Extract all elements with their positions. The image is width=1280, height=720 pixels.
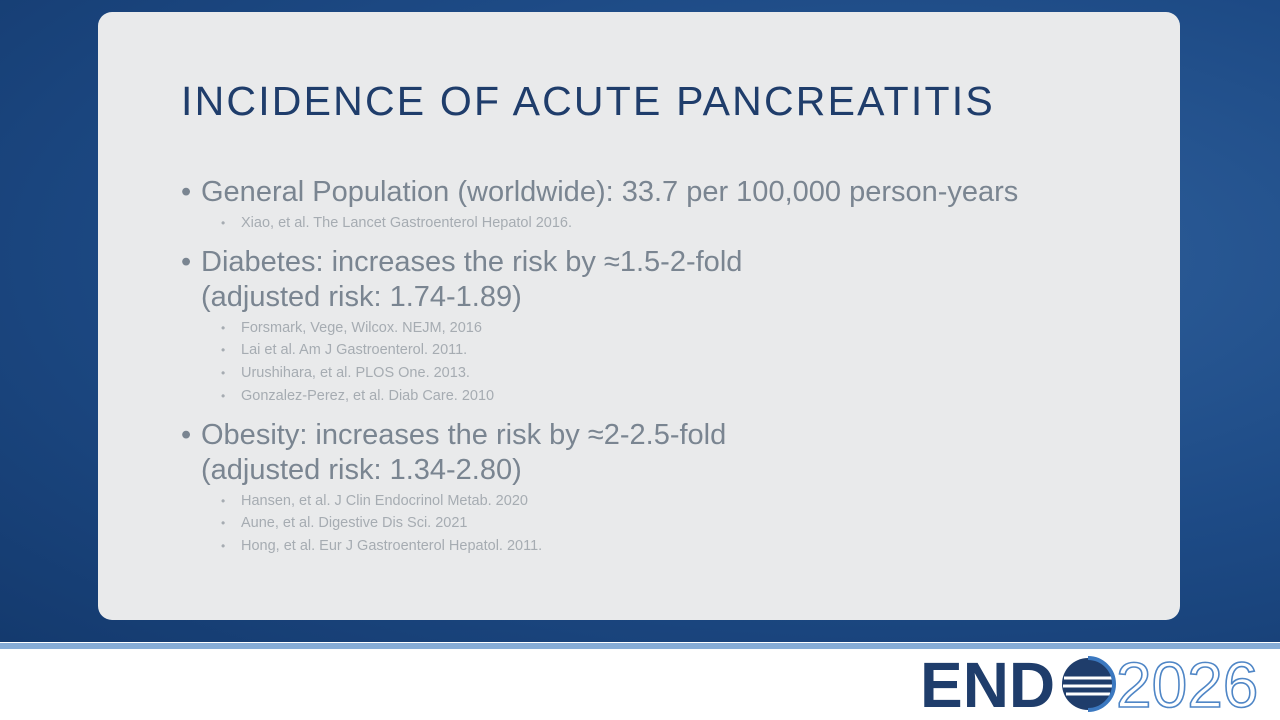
bullet-text: (adjusted risk: 1.34-2.80) xyxy=(201,453,522,486)
bullet-text: Diabetes: increases the risk by ≈1.5-2-f… xyxy=(201,245,743,278)
reference: Urushihara, et al. PLOS One. 2013. xyxy=(221,362,1171,385)
content-card: INCIDENCE OF ACUTE PANCREATITIS General … xyxy=(98,12,1180,620)
slide-title: INCIDENCE OF ACUTE PANCREATITIS xyxy=(181,78,995,124)
bullet-text: Obesity: increases the risk by ≈2-2.5-fo… xyxy=(201,418,727,451)
reference-list: Xiao, et al. The Lancet Gastroenterol He… xyxy=(201,212,1171,235)
reference-list: Forsmark, Vege, Wilcox. NEJM, 2016Lai et… xyxy=(201,317,1171,408)
reference: Hong, et al. Eur J Gastroenterol Hepatol… xyxy=(221,535,1171,558)
reference: Gonzalez-Perez, et al. Diab Care. 2010 xyxy=(221,385,1171,408)
bullet-text: General Population (worldwide): 33.7 per… xyxy=(201,176,1019,208)
logo-globe xyxy=(1062,656,1116,712)
logo-suffix: 2026 xyxy=(1116,652,1258,716)
reference: Aune, et al. Digestive Dis Sci. 2021 xyxy=(221,512,1171,535)
reference: Hansen, et al. J Clin Endocrinol Metab. … xyxy=(221,490,1171,513)
logo-prefix: END xyxy=(920,652,1055,716)
bullet-item: General Population (worldwide): 33.7 per… xyxy=(181,175,1171,235)
logo: END 2026 xyxy=(920,652,1259,716)
bullet-list: General Population (worldwide): 33.7 per… xyxy=(181,175,1171,558)
bullet-item: Obesity: increases the risk by ≈2-2.5-fo… xyxy=(181,418,1171,558)
bullet-text: (adjusted risk: 1.74-1.89) xyxy=(201,280,522,313)
bullet-item: Diabetes: increases the risk by ≈1.5-2-f… xyxy=(181,245,1171,408)
reference: Forsmark, Vege, Wilcox. NEJM, 2016 xyxy=(221,317,1171,340)
divider-stripe xyxy=(0,643,1280,649)
reference: Xiao, et al. The Lancet Gastroenterol He… xyxy=(221,212,1171,235)
reference-list: Hansen, et al. J Clin Endocrinol Metab. … xyxy=(201,490,1171,558)
reference: Lai et al. Am J Gastroenterol. 2011. xyxy=(221,339,1171,362)
